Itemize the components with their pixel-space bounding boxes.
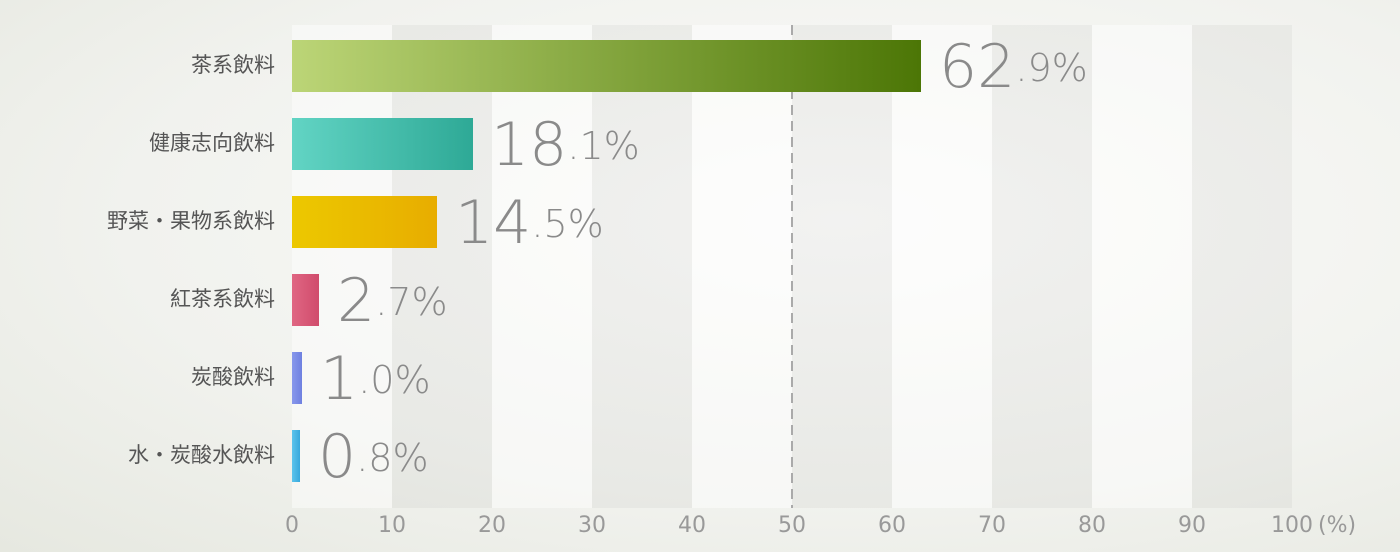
value-label: 14.5% [455,188,604,258]
value-label: 18.1% [491,110,640,180]
grid-band [492,25,592,508]
category-label: 健康志向飲料 [149,131,275,155]
bar [292,196,437,248]
grid-band [292,25,392,508]
x-tick-label: 90 [1178,513,1206,538]
x-tick-label: 10 [378,513,406,538]
value-label: 1.0% [320,344,431,414]
x-tick-label: 80 [1078,513,1106,538]
category-label: 炭酸飲料 [191,365,275,389]
grid-band [792,25,892,508]
grid-band [892,25,992,508]
x-tick-label: 40 [678,513,706,538]
x-tick-label: 100 [1271,513,1313,538]
value-label: 62.9% [939,32,1088,102]
category-label: 茶系飲料 [191,53,275,77]
category-label: 水・炭酸水飲料 [128,443,275,467]
value-label: 2.7% [337,266,448,336]
x-tick-label: 30 [578,513,606,538]
category-label: 野菜・果物系飲料 [107,209,275,233]
x-axis-label: (%) [1318,513,1356,538]
x-tick-label: 20 [478,513,506,538]
x-tick-label: 50 [778,513,806,538]
x-tick-label: 0 [285,513,299,538]
grid-band [692,25,792,508]
bar [292,40,921,92]
grid-band [1192,25,1292,508]
value-label: 0.8% [318,422,429,492]
x-tick-label: 70 [978,513,1006,538]
bar [292,118,473,170]
bar [292,352,302,404]
bar [292,274,319,326]
x-tick-label: 60 [878,513,906,538]
category-label: 紅茶系飲料 [170,287,275,311]
grid-band [592,25,692,508]
grid-band [1092,25,1192,508]
bar [292,430,300,482]
